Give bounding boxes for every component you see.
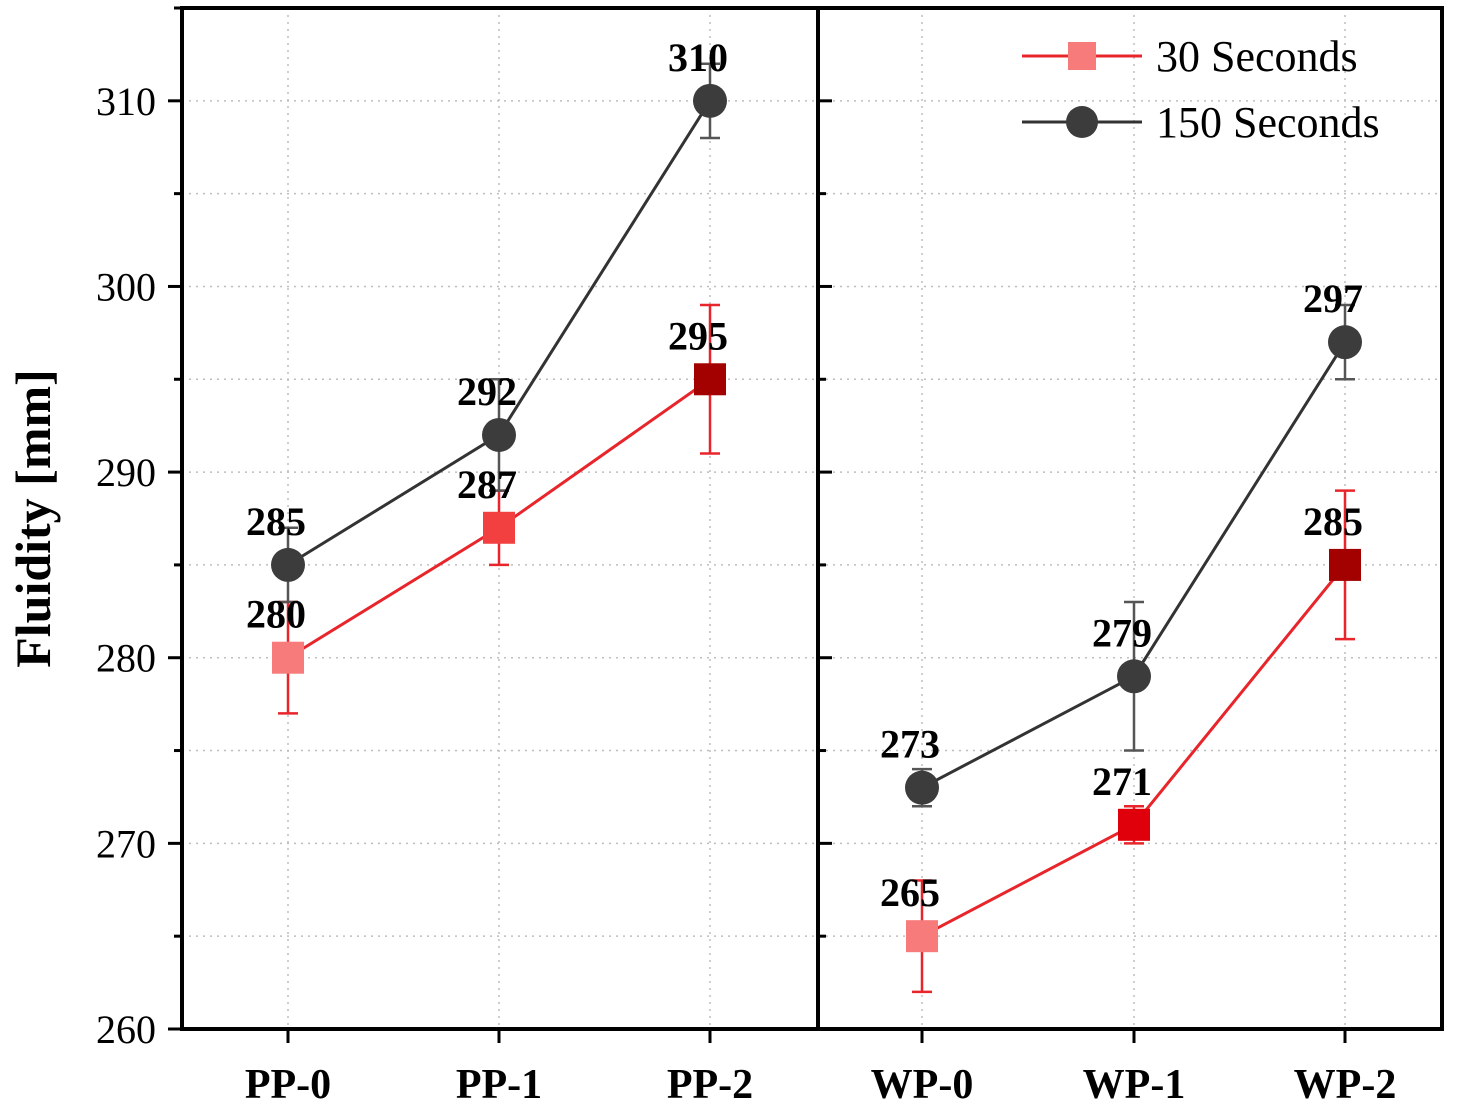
- y-tick-label: 290: [96, 450, 156, 495]
- data-label: 285: [246, 499, 306, 544]
- data-point-square: [1329, 548, 1361, 581]
- data-label: 292: [457, 369, 517, 414]
- y-tick-label: 300: [96, 264, 156, 309]
- x-tick-label: WP-2: [1294, 1062, 1397, 1108]
- data-point-square: [1118, 808, 1150, 841]
- data-label: 310: [668, 35, 728, 80]
- y-tick-label: 310: [96, 79, 156, 124]
- data-label: 273: [880, 722, 940, 767]
- x-tick-label: WP-1: [1083, 1062, 1186, 1108]
- data-label: 287: [457, 462, 517, 507]
- data-point-circle: [905, 770, 939, 805]
- data-point-square: [483, 511, 515, 544]
- legend-marker-square: [1068, 42, 1096, 70]
- y-tick-label: 260: [96, 1007, 156, 1052]
- data-point-circle: [482, 417, 516, 452]
- y-axis-title: Fluidity [mm]: [5, 369, 61, 668]
- data-point-circle: [693, 83, 727, 118]
- data-point-circle: [1328, 325, 1362, 360]
- data-point-square: [694, 363, 726, 396]
- data-point-circle: [1117, 659, 1151, 694]
- series-layer: [271, 62, 1362, 994]
- x-tick-label: WP-0: [871, 1062, 974, 1108]
- axes: 260 270 280 290 300 310 PP-0 PP-1 PP-2 WP-0 WP-1 WP…: [5, 6, 1444, 1108]
- data-label: 271: [1092, 759, 1152, 804]
- legend-marker-circle: [1066, 106, 1098, 138]
- gridlines: [182, 8, 1442, 1029]
- x-tick-label: PP-1: [456, 1062, 542, 1108]
- series-150-seconds: [271, 62, 1362, 808]
- data-point-square: [272, 641, 304, 674]
- legend-label: 30 Seconds: [1156, 32, 1358, 81]
- data-point-circle: [271, 547, 305, 582]
- data-label: 280: [246, 592, 306, 637]
- data-label: 265: [880, 870, 940, 915]
- data-label: 295: [668, 313, 728, 358]
- y-tick-label: 270: [96, 821, 156, 866]
- x-tick-label: PP-2: [667, 1062, 753, 1108]
- data-label: 285: [1303, 499, 1363, 544]
- data-label: 297: [1303, 276, 1363, 321]
- data-labels: 280 287 295 265 271 285 285 292 310 273 279 297: [246, 35, 1363, 915]
- legend-item: 150 Seconds: [1022, 98, 1380, 147]
- data-point-square: [906, 920, 938, 953]
- legend-label: 150 Seconds: [1156, 98, 1380, 147]
- x-tick-label: PP-0: [245, 1062, 331, 1108]
- series-30-seconds: [272, 303, 1361, 994]
- legend: 30 Seconds 150 Seconds: [1022, 32, 1380, 147]
- legend-item: 30 Seconds: [1022, 32, 1358, 81]
- y-tick-label: 280: [96, 636, 156, 681]
- data-label: 279: [1092, 610, 1152, 655]
- plot-frame: [180, 6, 1444, 1031]
